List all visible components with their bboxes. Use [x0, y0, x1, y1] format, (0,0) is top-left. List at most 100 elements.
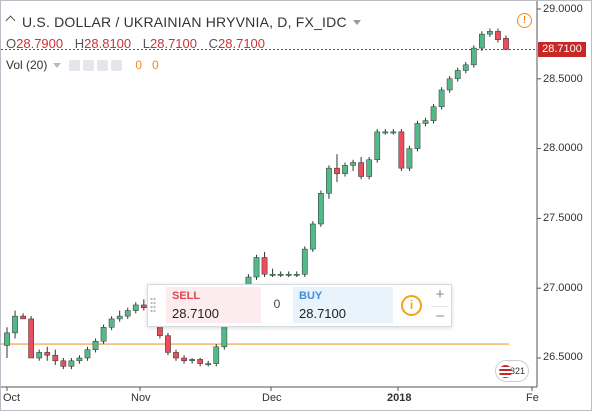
candle-body [261, 257, 268, 275]
chevron-down-icon[interactable] [352, 19, 361, 25]
high-label: H [74, 36, 85, 51]
x-tick-label: Nov [131, 392, 151, 404]
open-value: 28.7900 [16, 36, 64, 51]
candle-body [173, 352, 179, 359]
info-icon[interactable]: i [401, 295, 422, 316]
volume-legend: Vol (20) 0 0 [6, 58, 159, 72]
candle-body [197, 359, 204, 364]
candle-body [269, 273, 276, 276]
candle-body [12, 315, 18, 334]
sell-button[interactable]: SELL 28.7100 [166, 287, 261, 323]
candle-body [68, 360, 75, 367]
chevron-down-icon[interactable] [53, 62, 62, 68]
close-label: C [208, 36, 219, 51]
candle-body [60, 360, 67, 367]
candle-body [301, 248, 308, 275]
x-tick-label: Oct [3, 392, 21, 404]
badge-number: 6321 [504, 366, 525, 376]
candle-body [334, 167, 340, 174]
candle-body [165, 335, 171, 353]
gear-icon[interactable] [83, 59, 95, 71]
more-icon[interactable] [97, 59, 109, 71]
candle-body [487, 31, 493, 35]
drag-handle-icon[interactable] [150, 297, 156, 313]
candle-body [503, 38, 509, 50]
y-tick-label: 26.5000 [543, 351, 583, 363]
candle-body [326, 167, 332, 194]
buy-button[interactable]: BUY 28.7100 [293, 287, 393, 323]
candle-body [76, 357, 83, 362]
symbol-title[interactable]: U.S. DOLLAR / UKRAINIAN HRYVNIA, D, FX_I… [22, 14, 347, 30]
ohlc-legend: O28.7900 H28.8100 L28.7100 C28.7100 [6, 36, 273, 51]
candle-body [4, 332, 10, 346]
y-tick-label: 28.0000 [543, 142, 583, 154]
y-tick-label: 28.5000 [543, 73, 583, 85]
last-price-tag: 28.7100 [538, 42, 586, 57]
candle-body [44, 352, 51, 356]
candle-body [140, 304, 147, 308]
us-flag-icon [499, 365, 512, 378]
candle-body [318, 193, 324, 225]
candle-body [478, 33, 485, 49]
candle-body [92, 340, 99, 350]
candle-body [253, 257, 260, 278]
candle-body [382, 131, 389, 134]
candle-body [374, 131, 381, 161]
candle-body [277, 273, 284, 276]
candle-body [84, 349, 91, 359]
candle-body [285, 273, 292, 276]
open-label: O [6, 36, 17, 51]
trade-panel: SELL 28.7100 0 BUY 28.7100 i + – [147, 284, 452, 327]
candle-body [100, 327, 107, 342]
candle-body [213, 346, 220, 364]
candle-body [438, 89, 445, 107]
y-tick-label: 27.0000 [543, 282, 583, 294]
candle-body [398, 131, 405, 169]
symbol-title-row[interactable]: U.S. DOLLAR / UKRAINIAN HRYVNIA, D, FX_I… [6, 14, 361, 30]
candle-body [36, 352, 43, 359]
close-icon[interactable] [111, 59, 123, 71]
close-value: 28.7100 [218, 36, 266, 51]
candle-body [205, 363, 212, 366]
candle-body [132, 304, 139, 311]
candle-body [454, 70, 461, 80]
low-value: 28.7100 [150, 36, 197, 51]
candle-body [293, 273, 300, 276]
spread-value: 0 [273, 297, 281, 311]
candle-body [28, 318, 35, 359]
high-value: 28.8100 [84, 36, 132, 51]
eye-icon[interactable] [69, 59, 81, 71]
candle-body [52, 354, 59, 362]
candle-body [309, 223, 316, 250]
low-label: L [142, 36, 150, 51]
candle-body [414, 123, 421, 149]
x-tick-label: Dec [262, 392, 282, 404]
candle-body [20, 315, 26, 320]
candle-body [406, 148, 413, 169]
candle-body [462, 64, 469, 71]
candle-body [342, 165, 348, 174]
x-tick-label: 2018 [387, 392, 412, 404]
collapse-chevron-icon[interactable] [6, 17, 16, 27]
candle-body [116, 315, 123, 320]
buy-price: 28.7100 [299, 306, 346, 321]
candle-body [181, 357, 187, 362]
volume-label[interactable]: Vol (20) [6, 58, 48, 72]
candle-body [495, 31, 501, 40]
volume-value: 0 [135, 58, 143, 72]
candle-body [470, 47, 477, 66]
x-tick-label: Fe [526, 392, 539, 404]
candle-body [390, 131, 397, 134]
zoom-in-button[interactable]: + [435, 286, 445, 303]
sell-label: SELL [172, 290, 201, 302]
y-tick-label: 27.5000 [543, 212, 583, 224]
candle-body [124, 310, 131, 317]
candle-body [358, 162, 364, 177]
alert-icon[interactable]: ! [517, 13, 532, 28]
y-tick-label: 29.0000 [543, 3, 583, 15]
candle-body [350, 162, 356, 166]
candle-body [189, 359, 195, 362]
zoom-out-button[interactable]: – [431, 306, 449, 325]
